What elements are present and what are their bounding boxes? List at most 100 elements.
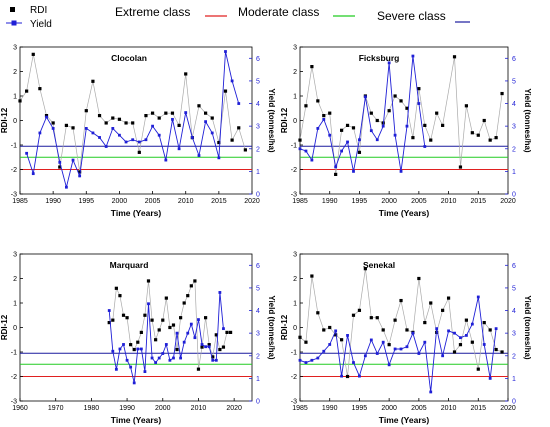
rdi-point — [161, 318, 165, 322]
x-tick-label: 1995 — [352, 198, 368, 205]
x-tick-label: 1980 — [84, 405, 100, 412]
yield-point — [369, 338, 373, 342]
yield-point — [476, 295, 480, 299]
rdi-point — [221, 345, 226, 349]
rdi-point — [334, 333, 338, 337]
y-tick-label: 0 — [13, 325, 17, 332]
legend-severe-label: Severe class — [377, 9, 446, 23]
rdi-point — [118, 294, 122, 298]
yield-point — [237, 102, 241, 105]
yield-point — [304, 361, 308, 364]
y-tick-label: -1 — [291, 350, 297, 357]
yield-point — [210, 131, 214, 135]
yield-point — [189, 322, 193, 326]
rdi-point — [435, 111, 439, 115]
rdi-point — [51, 121, 55, 125]
y2-tick-label: 2 — [512, 353, 516, 360]
x-tick-label: 1985 — [12, 198, 28, 205]
rdi-point — [310, 274, 314, 278]
yield-point — [310, 158, 314, 162]
rdi-point — [399, 298, 403, 303]
x-tick-label: 1995 — [352, 405, 368, 412]
yield-point — [204, 345, 207, 349]
y2-tick-label: 1 — [256, 376, 260, 383]
x-tick-label: 2010 — [191, 405, 207, 412]
yield-point — [197, 154, 201, 157]
yield-point — [453, 331, 456, 335]
y-tick-label: 2 — [13, 69, 17, 76]
y2-axis-label: Yield (tonnes/ha) — [267, 88, 276, 152]
rdi-point — [218, 347, 222, 352]
plot-frame — [19, 46, 253, 195]
rdi-point — [345, 123, 350, 127]
y-tick-label: 1 — [293, 301, 297, 308]
y-tick-label: 3 — [293, 45, 297, 52]
plot-frame — [19, 253, 253, 402]
x-tick-label: 2020 — [244, 198, 260, 205]
yield-point — [71, 158, 75, 162]
rdi-point — [210, 116, 214, 120]
rdi-point — [328, 325, 332, 330]
rdi-point — [204, 111, 208, 115]
y-tick-label: -2 — [11, 167, 17, 174]
yield-point — [157, 133, 161, 137]
rdi-point — [304, 104, 308, 108]
rdi-point — [121, 313, 126, 317]
yield-point — [107, 309, 111, 312]
legend: RDI Yield Extreme class Moderate class S… — [6, 5, 470, 30]
yield-point — [65, 185, 68, 189]
y-axis-label: RDI-12 — [0, 314, 9, 340]
rdi-point — [458, 343, 463, 347]
yield-point — [118, 133, 121, 137]
rdi-point — [452, 55, 457, 59]
rdi-point — [393, 318, 397, 322]
rdi-point — [197, 104, 201, 108]
legend-extreme-label: Extreme class — [115, 5, 190, 19]
rdi-point — [476, 133, 480, 137]
y2-tick-label: 6 — [256, 56, 260, 63]
yield-point — [45, 115, 48, 119]
yield-point — [179, 356, 183, 360]
rdi-point — [488, 328, 492, 332]
rdi-point — [171, 323, 176, 327]
yield-point — [218, 291, 222, 294]
y2-tick-label: 0 — [256, 192, 260, 199]
rdi-point — [131, 121, 135, 125]
y2-tick-label: 6 — [512, 263, 516, 270]
yield-point — [399, 169, 403, 173]
rdi-point — [316, 99, 320, 103]
rdi-point — [196, 367, 201, 371]
yield-point — [164, 343, 168, 346]
rdi-point — [214, 333, 218, 337]
x-axis-label: Time (Years) — [111, 208, 162, 218]
yield-point — [125, 358, 129, 362]
chart-panel-clocolan: 1985 1990 1995 2000 2005 2010 2015 2020-3-2-101… — [0, 45, 276, 219]
rdi-point — [375, 316, 379, 320]
x-tick-label: 2010 — [441, 198, 457, 205]
rdi-point — [44, 114, 49, 118]
rdi-point — [243, 148, 247, 152]
y-tick-label: -3 — [291, 399, 297, 406]
rdi-point — [150, 318, 154, 322]
yield-point — [459, 336, 462, 340]
yield-point — [182, 340, 186, 344]
yield-point — [322, 117, 326, 121]
x-tick-label: 1990 — [322, 405, 338, 412]
y2-tick-label: 3 — [512, 331, 516, 338]
yield-point — [393, 133, 397, 137]
y-tick-label: 2 — [13, 276, 17, 283]
x-tick-label: 1990 — [322, 198, 338, 205]
yield-point — [334, 329, 338, 333]
yield-point — [393, 347, 397, 351]
y-tick-label: 0 — [293, 118, 297, 125]
rdi-point — [500, 350, 504, 354]
y2-tick-label: 5 — [256, 285, 260, 292]
yield-point — [328, 133, 332, 137]
x-axis-label: Time (Years) — [379, 415, 430, 425]
rdi-point — [204, 316, 208, 320]
y-tick-label: -3 — [291, 192, 297, 199]
rdi-point — [18, 99, 22, 103]
rdi-point — [298, 335, 302, 339]
rdi-point — [107, 321, 111, 325]
y-tick-label: -1 — [11, 143, 17, 150]
